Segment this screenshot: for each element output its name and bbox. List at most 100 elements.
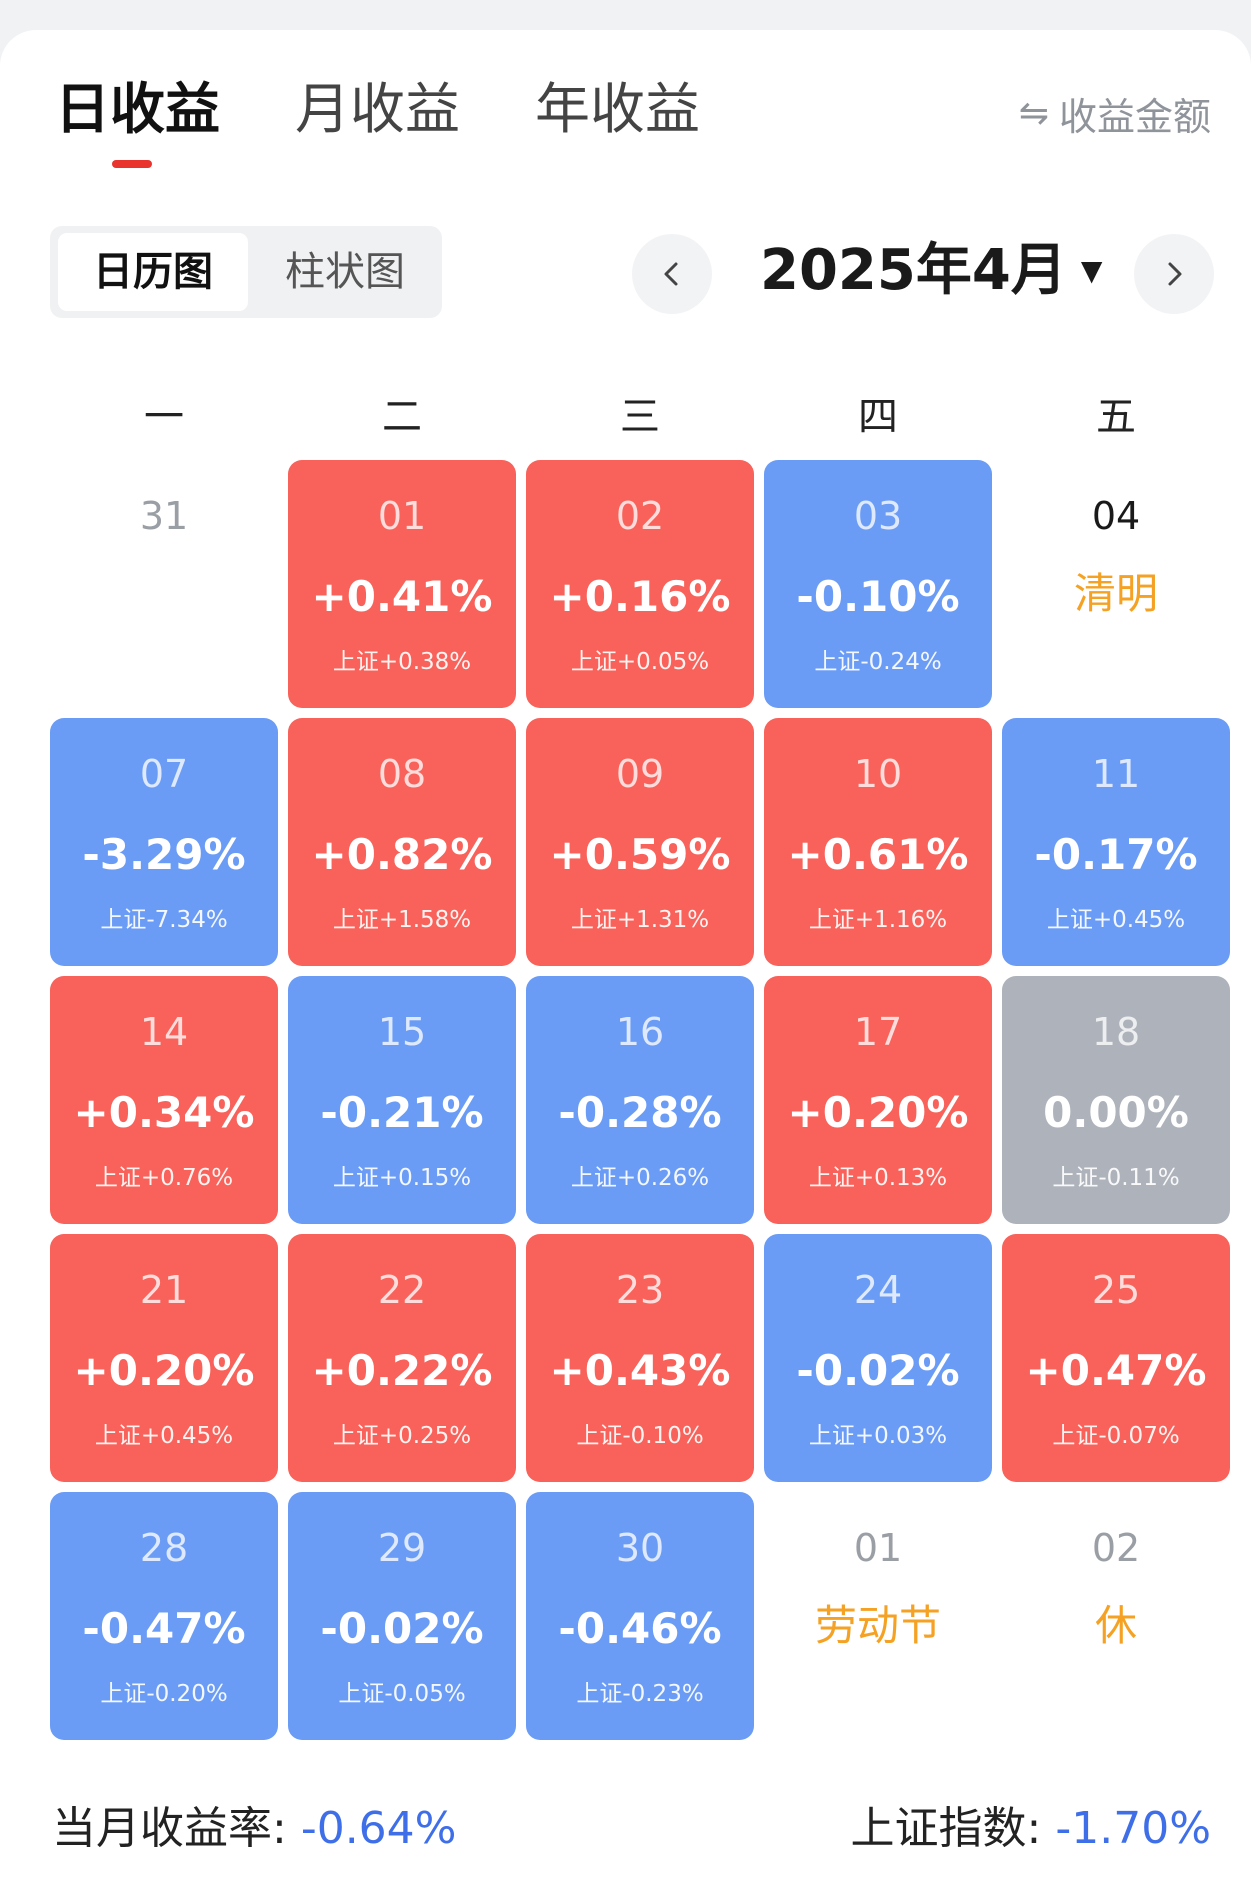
month-selector[interactable]: 2025年4月 ▼ [760, 236, 1102, 306]
tab-daily-earnings[interactable]: 日收益 [55, 77, 221, 141]
day-number: 17 [853, 1010, 903, 1054]
day-number: 04 [1091, 494, 1141, 538]
calendar-day-cell[interactable]: 25 +0.47% 上证-0.07% [1002, 1234, 1230, 1482]
calendar-day-cell[interactable]: 01 +0.41% 上证+0.38% [288, 460, 516, 708]
calendar-day-empty: 04 清明 [1002, 460, 1230, 708]
next-month-button[interactable] [1134, 234, 1214, 314]
chevron-left-icon [664, 262, 678, 286]
daily-return: +0.41% [311, 572, 493, 621]
day-number: 24 [853, 1268, 903, 1312]
index-change: 上证-0.20% [100, 1681, 228, 1707]
daily-return: +0.59% [549, 830, 731, 879]
index-return-label: 上证指数: [850, 1803, 1042, 1854]
index-change: 上证+0.03% [808, 1423, 948, 1449]
calendar-day-cell[interactable]: 15 -0.21% 上证+0.15% [288, 976, 516, 1224]
daily-return: +0.22% [311, 1346, 493, 1395]
daily-return: +0.43% [549, 1346, 731, 1395]
caret-down-icon: ▼ [1080, 254, 1103, 287]
daily-return: +0.20% [73, 1346, 255, 1395]
calendar-day-cell[interactable]: 28 -0.47% 上证-0.20% [50, 1492, 278, 1740]
index-change: 上证-0.10% [576, 1423, 704, 1449]
day-number: 01 [853, 1526, 903, 1570]
month-label: 2025年4月 [760, 238, 1067, 303]
calendar-day-cell[interactable]: 07 -3.29% 上证-7.34% [50, 718, 278, 966]
day-number: 22 [377, 1268, 427, 1312]
daily-return: -0.10% [796, 572, 960, 621]
index-change: 上证+0.15% [332, 1165, 472, 1191]
active-tab-indicator [112, 160, 152, 168]
calendar-day-cell[interactable]: 08 +0.82% 上证+1.58% [288, 718, 516, 966]
index-change: 上证+0.05% [570, 649, 710, 675]
calendar-day-cell[interactable]: 09 +0.59% 上证+1.31% [526, 718, 754, 966]
day-number: 30 [615, 1526, 665, 1570]
index-change: 上证+0.45% [94, 1423, 234, 1449]
daily-return: +0.82% [311, 830, 493, 879]
calendar-day-cell[interactable]: 24 -0.02% 上证+0.03% [764, 1234, 992, 1482]
calendar-day-cell[interactable]: 02 +0.16% 上证+0.05% [526, 460, 754, 708]
index-change: 上证-0.24% [814, 649, 942, 675]
toggle-amount-button[interactable]: ⇋ 收益金额 [1019, 86, 1211, 141]
holiday-label: 清明 [1073, 569, 1158, 618]
day-number: 03 [853, 494, 903, 538]
daily-return: -0.46% [558, 1604, 722, 1653]
day-number: 23 [615, 1268, 665, 1312]
calendar-day-empty: 31 [50, 460, 278, 708]
day-number: 29 [377, 1526, 427, 1570]
calendar-day-cell[interactable]: 14 +0.34% 上证+0.76% [50, 976, 278, 1224]
daily-return: +0.16% [549, 572, 731, 621]
index-change: 上证-7.34% [100, 907, 228, 933]
weekday-label: 四 [858, 394, 898, 440]
index-change: 上证+0.45% [1046, 907, 1186, 933]
weekday-label: 二 [382, 394, 422, 440]
calendar-day-empty: 01 劳动节 [764, 1492, 992, 1740]
day-number: 28 [139, 1526, 189, 1570]
calendar-day-cell[interactable]: 29 -0.02% 上证-0.05% [288, 1492, 516, 1740]
holiday-label: 休 [1094, 1601, 1137, 1650]
calendar-day-cell[interactable]: 23 +0.43% 上证-0.10% [526, 1234, 754, 1482]
index-change: 上证-0.05% [338, 1681, 466, 1707]
chevron-right-icon [1168, 262, 1182, 286]
tab-monthly-earnings[interactable]: 月收益 [295, 77, 461, 141]
calendar-view-button[interactable]: 日历图 [58, 233, 248, 311]
daily-return: -0.21% [320, 1088, 484, 1137]
calendar-day-cell[interactable]: 11 -0.17% 上证+0.45% [1002, 718, 1230, 966]
day-number: 18 [1091, 1010, 1141, 1054]
day-number: 09 [615, 752, 665, 796]
calendar-day-cell[interactable]: 10 +0.61% 上证+1.16% [764, 718, 992, 966]
daily-return: -3.29% [82, 830, 246, 879]
daily-return: +0.61% [787, 830, 969, 879]
daily-return: +0.47% [1025, 1346, 1207, 1395]
index-change: 上证+1.58% [332, 907, 472, 933]
daily-return: -0.02% [320, 1604, 484, 1653]
calendar-day-cell[interactable]: 18 0.00% 上证-0.11% [1002, 976, 1230, 1224]
day-number: 25 [1091, 1268, 1141, 1312]
day-number: 21 [139, 1268, 189, 1312]
calendar-day-cell[interactable]: 30 -0.46% 上证-0.23% [526, 1492, 754, 1740]
daily-return: +0.20% [787, 1088, 969, 1137]
calendar-day-cell[interactable]: 17 +0.20% 上证+0.13% [764, 976, 992, 1224]
day-number: 14 [139, 1010, 189, 1054]
index-change: 上证+0.26% [570, 1165, 710, 1191]
index-return-value: -1.70% [1055, 1803, 1211, 1854]
calendar-day-empty: 02 休 [1002, 1492, 1230, 1740]
day-number: 02 [615, 494, 665, 538]
calendar-day-cell[interactable]: 22 +0.22% 上证+0.25% [288, 1234, 516, 1482]
calendar-day-cell[interactable]: 21 +0.20% 上证+0.45% [50, 1234, 278, 1482]
day-number: 11 [1091, 752, 1141, 796]
day-number: 08 [377, 752, 427, 796]
index-return-summary: 上证指数: -1.70% [851, 1792, 1211, 1856]
calendar-day-cell[interactable]: 03 -0.10% 上证-0.24% [764, 460, 992, 708]
daily-return: -0.47% [82, 1604, 246, 1653]
calendar-day-cell[interactable]: 16 -0.28% 上证+0.26% [526, 976, 754, 1224]
tab-yearly-earnings[interactable]: 年收益 [535, 77, 701, 141]
bar-chart-view-button[interactable]: 柱状图 [285, 249, 405, 295]
index-change: 上证-0.11% [1052, 1165, 1180, 1191]
monthly-return-label: 当月收益率: [52, 1803, 287, 1854]
index-change: 上证-0.07% [1052, 1423, 1180, 1449]
view-switch: 日历图 柱状图 [50, 226, 442, 318]
daily-return: -0.28% [558, 1088, 722, 1137]
prev-month-button[interactable] [632, 234, 712, 314]
index-change: 上证+1.16% [808, 907, 948, 933]
daily-return: 0.00% [1043, 1088, 1189, 1137]
daily-return: -0.02% [796, 1346, 960, 1395]
